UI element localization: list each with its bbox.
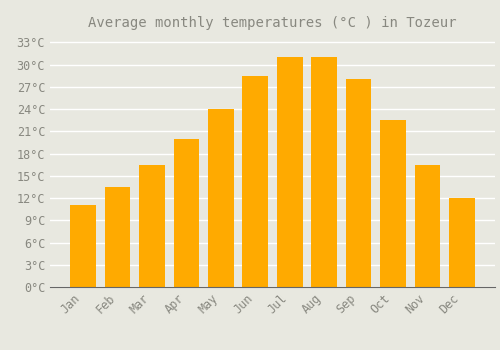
Bar [414,165,440,287]
Bar [208,109,234,287]
Bar [277,57,302,287]
Bar [242,76,268,287]
Bar [311,57,337,287]
Bar [174,139,200,287]
Bar [70,205,96,287]
Bar [346,79,372,287]
Bar [380,120,406,287]
Bar [104,187,130,287]
Bar [139,165,165,287]
Bar [449,198,475,287]
Title: Average monthly temperatures (°C ) in Tozeur: Average monthly temperatures (°C ) in To… [88,16,457,30]
